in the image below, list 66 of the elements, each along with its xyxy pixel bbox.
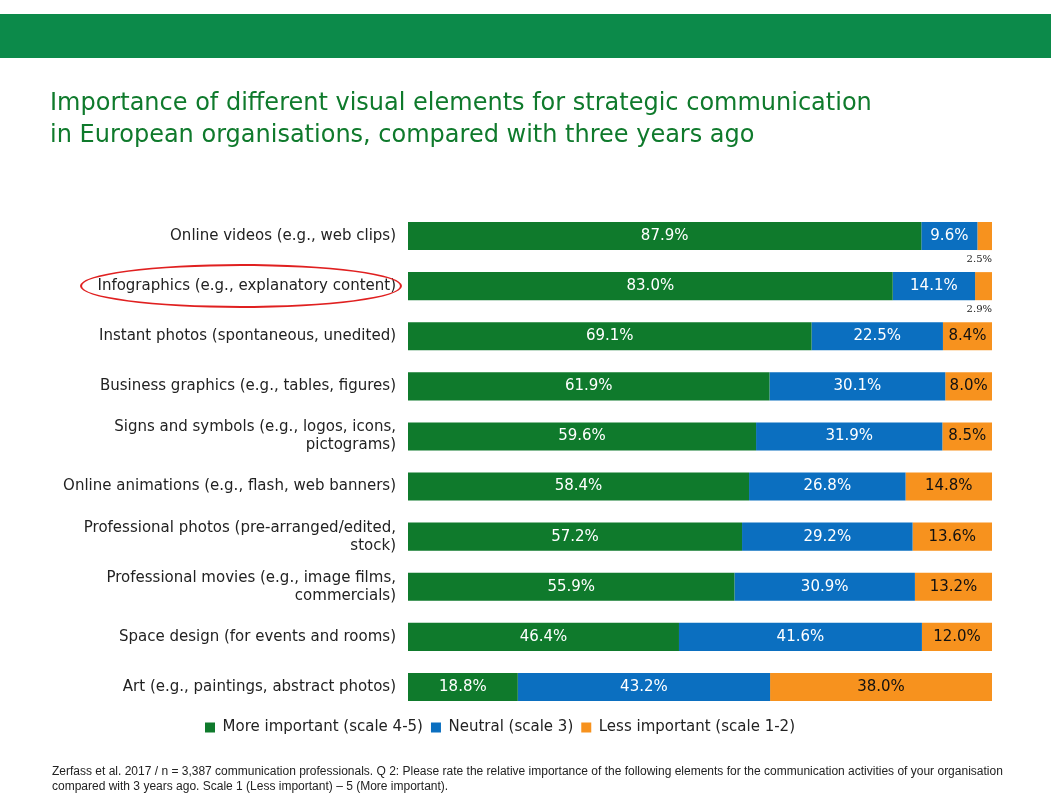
data-label: 83.0% — [626, 276, 675, 295]
data-label: 46.4% — [519, 626, 568, 645]
data-label: 13.6% — [928, 526, 977, 545]
text: Zerfass et al. 2017 / n = 3,387 communication professionals. Q 2: Please rate the relative importance of the following elements for the communication activities of your organisation compared with 3 years ago. Scale 1 (Less important) – 5 (More important). — [52, 764, 1004, 794]
bar — [408, 372, 770, 401]
y-tick-label: Instant photos (spontaneous, unedited) — [99, 326, 396, 345]
data-label: 26.8% — [803, 476, 852, 495]
data-label: 8.0% — [949, 376, 988, 395]
y-tick-label: Online videos (e.g., web clips) — [170, 225, 396, 244]
legend-label: Neutral (scale 3) — [448, 717, 574, 736]
y-tick-label: Business graphics (e.g., tables, figures) — [99, 376, 396, 395]
data-label: 43.2% — [620, 676, 668, 695]
data-label: 30.1% — [833, 376, 882, 395]
data-label: 55.9% — [547, 576, 596, 595]
data-label: 2.9% — [966, 302, 992, 314]
bar — [756, 422, 943, 451]
data-label: 13.2% — [929, 576, 978, 595]
data-label: 18.8% — [439, 676, 487, 695]
bar — [977, 222, 992, 251]
legend-label: More important (scale 4-5) — [222, 717, 423, 736]
data-label: 8.4% — [948, 326, 987, 345]
y-tick-label: Professional photos (pre-arranged/edited, stock) — [83, 517, 396, 554]
y-tick-label: Signs and symbols (e.g., logos, icons, pictograms) — [114, 417, 396, 454]
data-label: 14.1% — [910, 276, 958, 295]
y-tick-label: Art (e.g., paintings, abstract photos) — [122, 676, 396, 695]
data-label: 61.9% — [564, 376, 613, 395]
y-tick-label: Online animations (e.g., flash, web banners) — [63, 476, 396, 495]
data-label: 58.4% — [554, 476, 603, 495]
data-label: 9.6% — [930, 225, 969, 244]
bar — [408, 222, 922, 251]
bar — [734, 572, 915, 601]
bar — [769, 372, 946, 401]
bar — [517, 672, 771, 701]
data-label: 87.9% — [640, 225, 689, 244]
bar — [408, 272, 893, 301]
data-label: 41.6% — [776, 626, 825, 645]
data-label: 8.5% — [948, 426, 987, 445]
data-label: 12.0% — [933, 626, 981, 645]
y-tick-label: Infographics (e.g., explanatory content) — [97, 276, 396, 295]
bar — [408, 422, 757, 451]
y-tick-label: Space design (for events and rooms) — [118, 626, 396, 645]
bar — [770, 672, 992, 701]
data-label: 57.2% — [551, 526, 599, 545]
y-tick-label: Professional movies (e.g., image films, commercials) — [106, 567, 396, 604]
bar — [408, 672, 518, 701]
data-label: 38.0% — [857, 676, 905, 695]
bar — [408, 522, 743, 551]
data-label: 59.6% — [558, 426, 606, 445]
bar — [408, 572, 735, 601]
data-label: 31.9% — [825, 426, 874, 445]
bar — [742, 522, 913, 551]
data-label: 29.2% — [803, 526, 852, 545]
bar — [678, 622, 922, 651]
bar — [408, 322, 812, 351]
data-label: 14.8% — [924, 476, 973, 495]
data-label: 22.5% — [853, 326, 902, 345]
legend-label: Less important (scale 1-2) — [598, 717, 795, 736]
bar — [811, 322, 943, 351]
data-label: 69.1% — [585, 326, 634, 345]
bar — [749, 472, 906, 501]
bar — [408, 622, 679, 651]
bar — [975, 272, 992, 301]
data-label: 2.5% — [966, 252, 992, 264]
data-label: 30.9% — [800, 576, 849, 595]
chart-title: Importance of different visual elements for strategic communication in European organisations, compared with three years ago — [50, 87, 873, 150]
bar — [408, 472, 750, 501]
